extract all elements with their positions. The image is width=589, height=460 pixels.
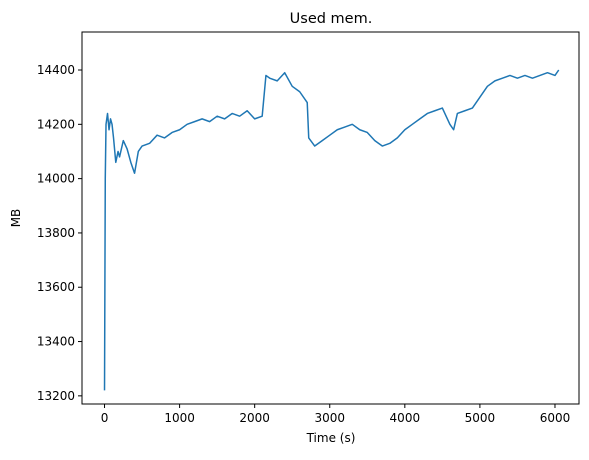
x-tick-label: 4000 bbox=[390, 411, 421, 425]
x-axis-label: Time (s) bbox=[306, 431, 356, 445]
x-tick-label: 2000 bbox=[239, 411, 270, 425]
y-tick-label: 14400 bbox=[37, 63, 75, 77]
y-tick-label: 13400 bbox=[37, 335, 75, 349]
series-layer bbox=[103, 69, 560, 391]
y-tick-label: 14200 bbox=[37, 117, 75, 131]
y-axis: 13200 13400 13600 13800 14000 14200 14400 bbox=[37, 63, 82, 403]
series-line-0 bbox=[103, 69, 560, 391]
y-tick-label: 13200 bbox=[37, 389, 75, 403]
plot-frame bbox=[81, 31, 580, 405]
y-axis-label: MB bbox=[9, 209, 23, 228]
x-tick-label: 1000 bbox=[164, 411, 195, 425]
y-tick-label: 13800 bbox=[37, 226, 75, 240]
x-tick-label: 3000 bbox=[314, 411, 345, 425]
x-tick-label: 6000 bbox=[540, 411, 571, 425]
x-tick-label: 0 bbox=[101, 411, 109, 425]
chart-title: Used mem. bbox=[290, 11, 373, 27]
x-axis: 0 1000 2000 3000 4000 5000 6000 bbox=[101, 404, 571, 425]
x-tick-label: 5000 bbox=[465, 411, 496, 425]
y-tick-label: 14000 bbox=[37, 172, 75, 186]
y-tick-label: 13600 bbox=[37, 280, 75, 294]
plot-area bbox=[82, 32, 579, 404]
